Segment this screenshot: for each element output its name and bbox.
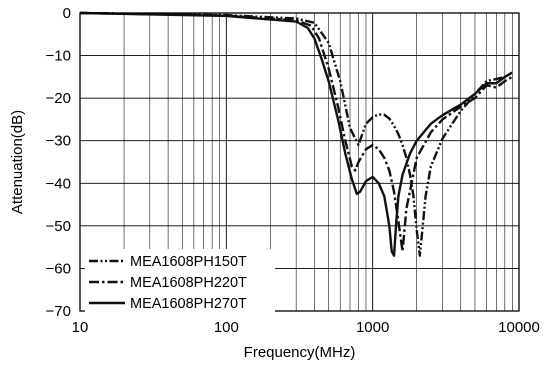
y-tick-label: −70	[46, 303, 71, 320]
legend-label: MEA1608PH220T	[130, 275, 247, 291]
y-tick-label: −20	[46, 90, 71, 107]
y-axis-label: Attenuation(dB)	[9, 110, 26, 214]
y-tick-label: 0	[63, 5, 71, 22]
x-tick-labels: 10 100 1000 10000	[72, 319, 540, 336]
series-lines	[79, 11, 513, 257]
x-tick-label: 1000	[356, 319, 389, 336]
y-tick-labels: 0 −10 −20 −30 −40 −50 −60 −70	[46, 5, 71, 320]
y-tick-label: −10	[46, 48, 71, 65]
series-line-mea1608ph150t	[79, 11, 513, 257]
legend-label: MEA1608PH150T	[130, 254, 247, 270]
legend-label: MEA1608PH270T	[130, 296, 247, 312]
x-tick-label: 10	[72, 319, 89, 336]
x-axis-label: Frequency(MHz)	[244, 344, 356, 361]
y-tick-label: −60	[46, 260, 71, 277]
series-line-mea1608ph220t	[79, 11, 513, 253]
legend: MEA1608PH150T MEA1608PH220T MEA1608PH270T	[85, 249, 275, 318]
y-tick-label: −30	[46, 133, 71, 150]
x-tick-label: 100	[214, 319, 239, 336]
x-tick-label: 10000	[498, 319, 540, 336]
y-tick-label: −40	[46, 175, 71, 192]
plot-frame	[79, 12, 520, 312]
y-tick-label: −50	[46, 218, 71, 235]
series-line-mea1608ph270t	[79, 11, 513, 257]
